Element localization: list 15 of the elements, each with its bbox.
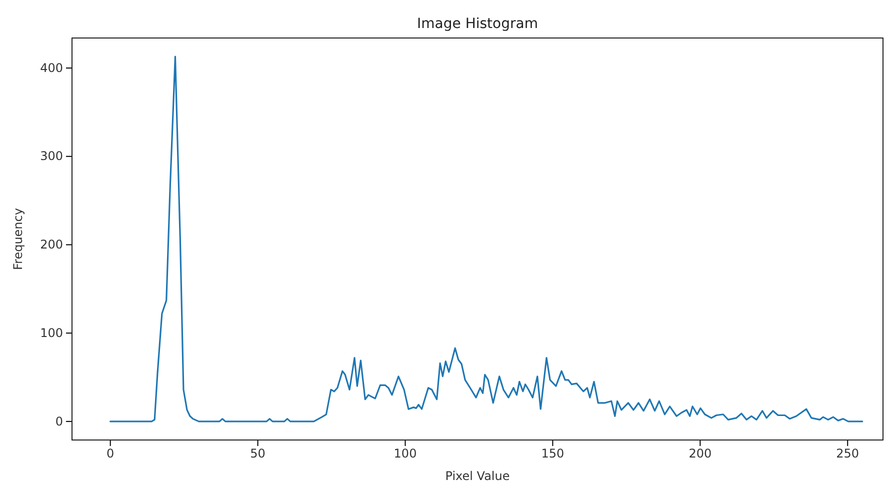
- chart-title: Image Histogram: [417, 16, 538, 32]
- x-tick-label: 250: [836, 446, 860, 461]
- x-axis-title: Pixel Value: [445, 469, 510, 483]
- x-tick-label: 200: [688, 446, 712, 461]
- y-tick-label: 100: [40, 326, 63, 340]
- y-tick-label: 200: [40, 238, 63, 252]
- y-axis-title: Frequency: [11, 208, 25, 270]
- x-tick-label: 100: [394, 446, 417, 461]
- y-tick-label: 0: [55, 414, 63, 428]
- line-series: [110, 56, 864, 422]
- x-tick-label: 150: [541, 446, 564, 461]
- y-tick-label: 400: [40, 60, 63, 75]
- y-tick-label: 300: [40, 149, 63, 164]
- x-tick-label: 0: [106, 446, 114, 461]
- x-tick-label: 50: [250, 446, 266, 461]
